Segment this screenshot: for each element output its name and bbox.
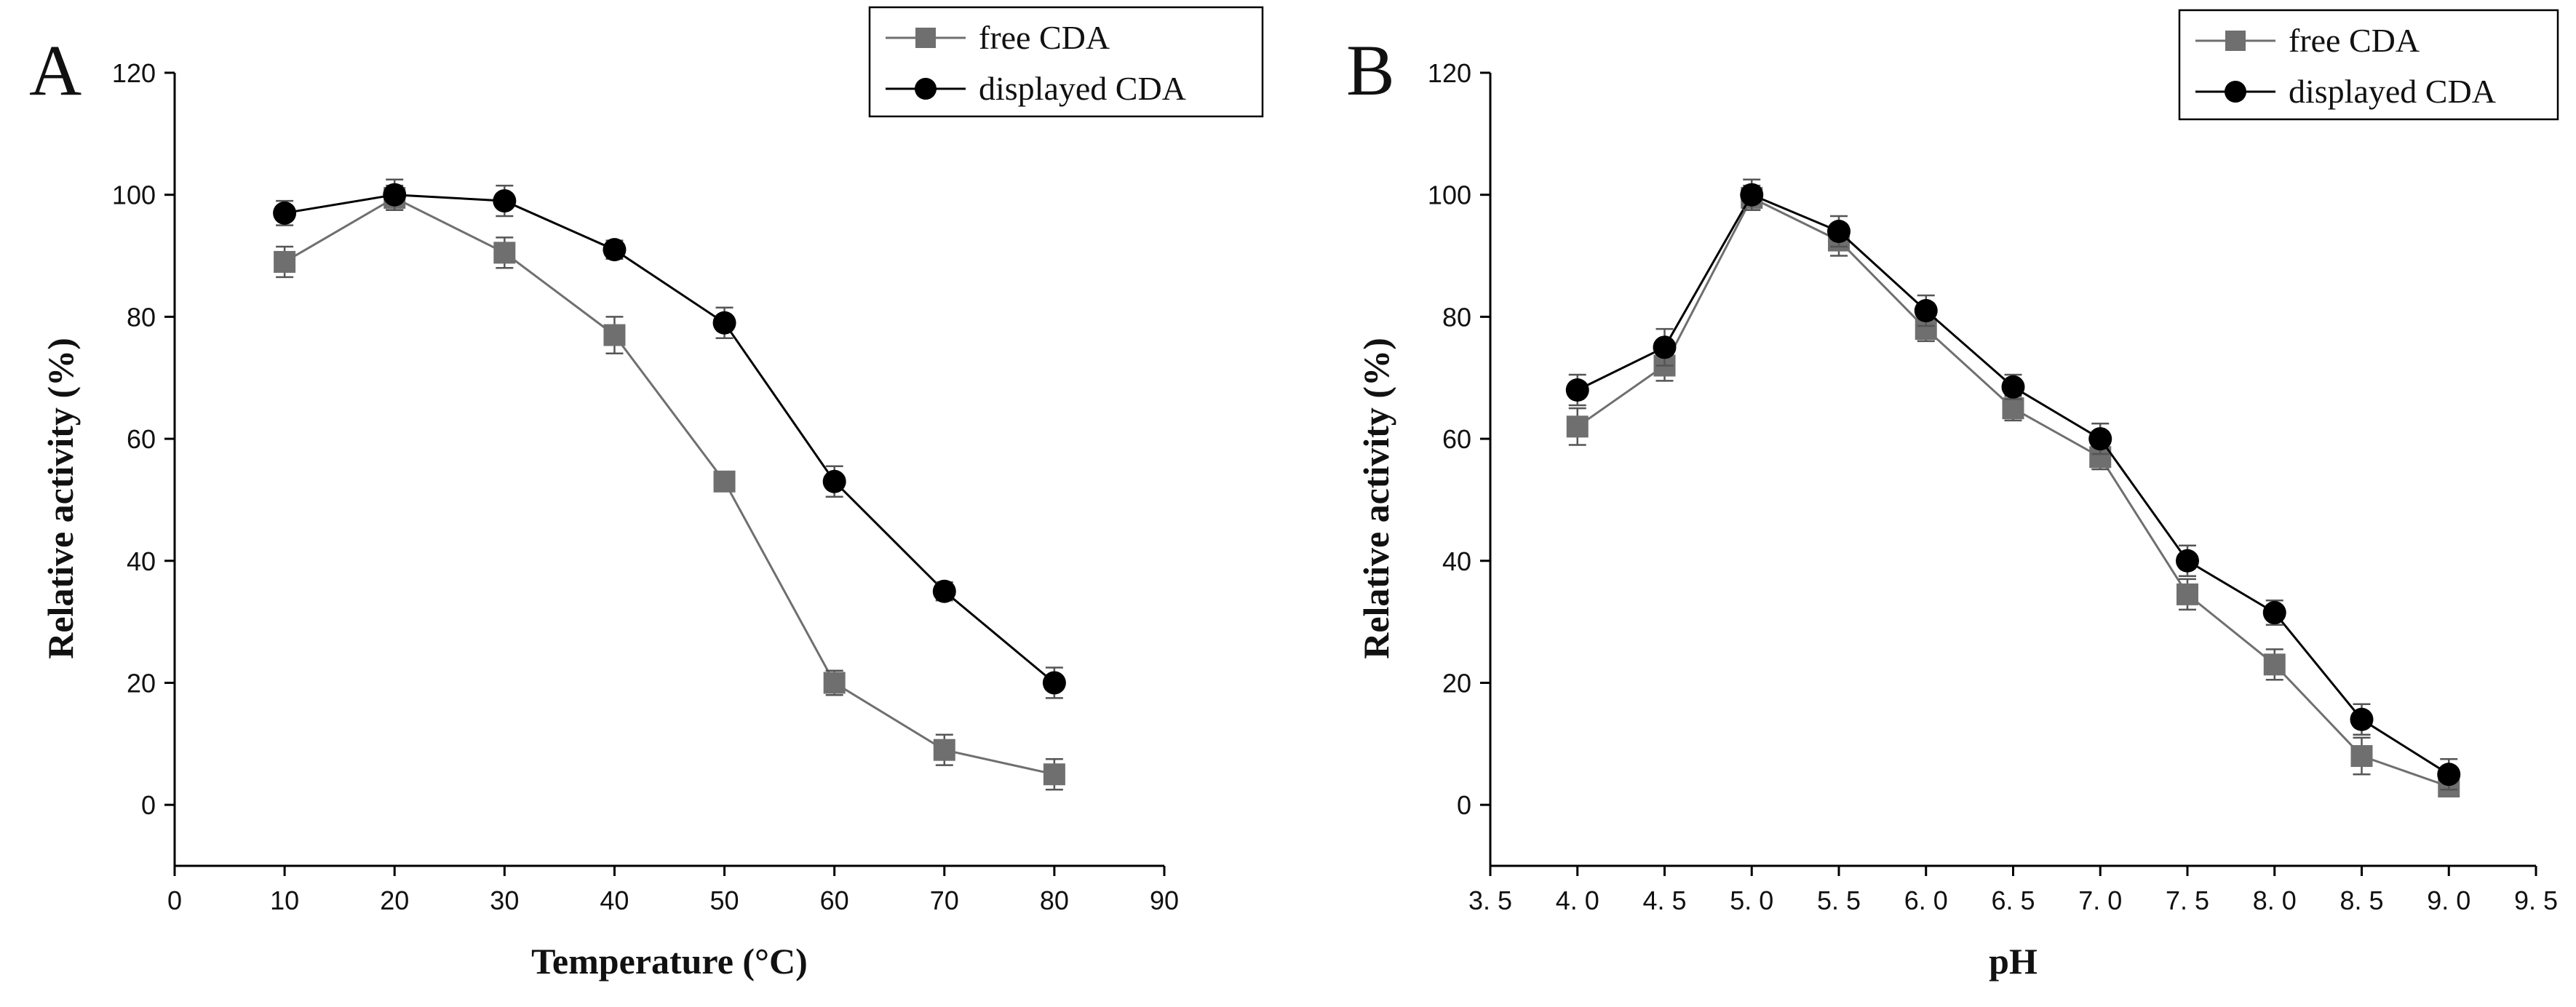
- x-axis-title: pH: [1989, 941, 2038, 982]
- y-tick-label: 120: [112, 58, 156, 88]
- data-point-square: [2002, 397, 2024, 420]
- legend-label: displayed CDA: [2289, 73, 2496, 110]
- x-tick-label: 90: [1150, 885, 1179, 915]
- legend: free CDA displayed CDA: [2178, 9, 2559, 121]
- x-tick-label: 70: [930, 885, 959, 915]
- x-tick-label: 7. 0: [2078, 885, 2122, 915]
- data-point-circle: [1914, 299, 1938, 322]
- legend-marker-square: [2225, 31, 2246, 51]
- legend-marker-circle: [915, 78, 937, 100]
- x-axis-title: Temperature (°C): [531, 941, 808, 982]
- legend-marker-square: [915, 28, 936, 48]
- data-point-circle: [2176, 549, 2199, 573]
- y-tick-label: 80: [127, 302, 156, 332]
- x-tick-label: 8. 5: [2340, 885, 2383, 915]
- chart-panel-b: B 3. 5 4. 0 4. 5 5. 0 5. 5 6. 0 6. 5 7. 0 7. 5 8. …: [1346, 9, 2559, 982]
- legend-box: [2178, 9, 2559, 121]
- chart-panel-a: A 0 10 20 30 40 50 60 70 80 90 0 20 40 60 80 100 120 Tempe…: [29, 6, 1264, 982]
- x-tick-label: 7. 5: [2166, 885, 2209, 915]
- y-axis-title: Relative activity (%): [1356, 338, 1396, 659]
- legend: free CDA displayed CDA: [868, 6, 1264, 118]
- legend-marker-circle: [2225, 81, 2246, 103]
- data-point-square: [1566, 415, 1589, 438]
- x-tick-label: 20: [380, 885, 409, 915]
- series-free-cda: [274, 184, 1065, 791]
- data-point-circle: [2437, 763, 2461, 787]
- legend-label: free CDA: [2289, 22, 2420, 59]
- data-point-square: [274, 250, 296, 273]
- x-tick-label: 9. 5: [2514, 885, 2558, 915]
- x-tick-label: 6. 5: [1991, 885, 2035, 915]
- x-tick-label: 6. 0: [1904, 885, 1948, 915]
- data-point-square: [603, 324, 626, 346]
- data-point-circle: [1827, 220, 1850, 243]
- data-point-circle: [2350, 707, 2374, 731]
- x-tick-label: 40: [600, 885, 629, 915]
- data-point-circle: [932, 579, 956, 603]
- data-point-circle: [273, 201, 297, 225]
- legend-label: free CDA: [979, 19, 1110, 56]
- data-point-circle: [1042, 671, 1066, 695]
- y-tick-label: 100: [1428, 180, 1471, 210]
- data-point-circle: [1653, 335, 1677, 359]
- panel-letter: B: [1346, 30, 1395, 111]
- x-tick-label: 4. 5: [1642, 885, 1686, 915]
- y-tick-label: 40: [1442, 546, 1471, 576]
- x-tick-label: 80: [1040, 885, 1069, 915]
- legend-label: displayed CDA: [979, 70, 1186, 107]
- data-point-circle: [2088, 427, 2112, 451]
- data-point-square: [493, 242, 516, 264]
- data-point-circle: [493, 189, 517, 213]
- y-tick-label: 120: [1428, 58, 1471, 88]
- series-line: [284, 196, 1055, 776]
- data-point-square: [1043, 763, 1065, 786]
- legend-box: [868, 6, 1264, 118]
- y-tick-label: 100: [112, 180, 156, 210]
- data-point-square: [933, 739, 955, 761]
- y-tick-label: 40: [127, 546, 156, 576]
- data-point-circle: [822, 469, 846, 493]
- series-line: [284, 194, 1055, 684]
- series-displayed-cda: [273, 178, 1066, 699]
- data-point-circle: [1565, 378, 1589, 402]
- y-tick-label: 20: [127, 668, 156, 698]
- x-tick-label: 30: [490, 885, 519, 915]
- x-tick-label: 5. 0: [1730, 885, 1773, 915]
- x-tick-label: 4. 0: [1556, 885, 1599, 915]
- y-axis-title: Relative activity (%): [40, 338, 81, 659]
- data-point-circle: [1740, 183, 1764, 207]
- series-displayed-cda: [1565, 178, 2461, 791]
- y-tick-label: 60: [1442, 424, 1471, 454]
- x-tick-label: 10: [270, 885, 299, 915]
- data-point-circle: [2001, 375, 2025, 399]
- data-point-square: [2263, 653, 2286, 676]
- x-tick-label: 50: [710, 885, 739, 915]
- data-point-circle: [383, 183, 407, 207]
- data-point-circle: [712, 311, 736, 335]
- y-tick-label: 0: [141, 790, 156, 820]
- panel-letter: A: [29, 30, 82, 111]
- y-tick-label: 20: [1442, 668, 1471, 698]
- series-free-cda: [1566, 184, 2460, 797]
- y-tick-label: 0: [1457, 790, 1471, 820]
- x-tick-label: 3. 5: [1468, 885, 1512, 915]
- x-tick-label: 8. 0: [2253, 885, 2297, 915]
- y-tick-label: 60: [127, 424, 156, 454]
- data-point-square: [823, 672, 846, 694]
- data-point-square: [2350, 745, 2373, 768]
- data-point-square: [2177, 583, 2198, 605]
- x-tick-label: 60: [820, 885, 849, 915]
- data-point-square: [713, 470, 736, 493]
- x-tick-label: 0: [167, 885, 182, 915]
- data-point-circle: [2262, 601, 2286, 625]
- x-tick-label: 9. 0: [2427, 885, 2470, 915]
- x-tick-label: 5. 5: [1817, 885, 1861, 915]
- y-tick-label: 80: [1442, 302, 1471, 332]
- series-line: [1576, 196, 2449, 788]
- data-point-circle: [603, 238, 627, 262]
